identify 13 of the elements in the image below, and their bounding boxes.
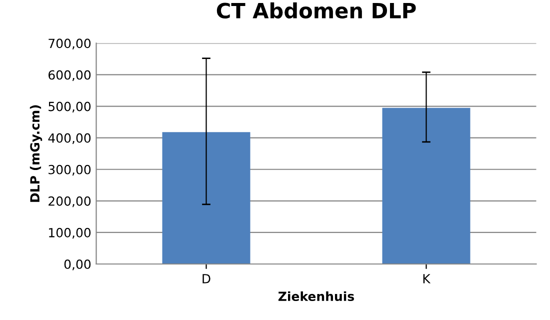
- y-tick-label: 300,00: [48, 164, 91, 176]
- y-tick-label: 400,00: [48, 133, 91, 144]
- y-tick-label: 700,00: [48, 38, 91, 50]
- x-tick-label: K: [423, 274, 431, 284]
- y-tick-label: 0,00: [64, 259, 91, 270]
- y-tick-label: 600,00: [48, 70, 91, 81]
- y-tick-label: 100,00: [49, 228, 91, 239]
- y-tick-label: 500,00: [48, 102, 91, 112]
- y-tick-label: 200,00: [48, 196, 91, 208]
- y-axis-title: DLP (mGy.cm): [30, 105, 42, 202]
- x-axis-title: Ziekenhuis: [278, 291, 354, 302]
- chart-title: CT Abdomen DLP: [216, 2, 416, 18]
- x-tick-label: D: [202, 274, 210, 284]
